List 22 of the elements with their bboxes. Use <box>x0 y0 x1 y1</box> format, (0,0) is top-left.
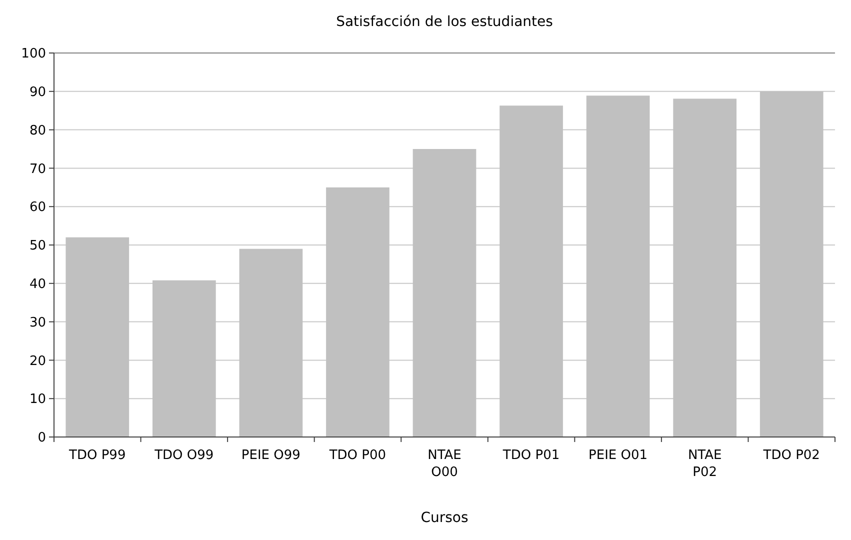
y-tick-label: 100 <box>21 46 46 62</box>
x-axis-title: Cursos <box>420 510 468 526</box>
y-tick-label: 90 <box>29 84 46 100</box>
x-tick-label: NTAE P02 <box>688 448 722 480</box>
y-tick-label: 60 <box>29 200 46 216</box>
x-tick-label: TDO P00 <box>328 448 386 463</box>
x-tick-label: TDO P99 <box>68 448 126 463</box>
y-tick-label: 40 <box>29 276 46 292</box>
y-tick-label: 20 <box>29 354 46 369</box>
x-tick-label: TDO O99 <box>154 448 214 463</box>
y-tick-label: 10 <box>29 392 46 408</box>
x-tick-label: NTAE O00 <box>428 448 462 480</box>
x-tick-label: PEIE O01 <box>588 448 648 463</box>
chart-title: Satisfacción de los estudiantes <box>336 14 553 30</box>
x-tick-label: TDO P01 <box>502 448 560 463</box>
y-tick-label: 80 <box>29 123 46 138</box>
y-tick-label: 0 <box>38 430 46 446</box>
x-tick-label: PEIE O99 <box>241 448 300 463</box>
y-tick-label: 50 <box>29 238 46 254</box>
y-tick-label: 30 <box>29 315 46 330</box>
y-tick-label: 70 <box>29 162 46 177</box>
x-tick-label: TDO P02 <box>762 448 820 463</box>
